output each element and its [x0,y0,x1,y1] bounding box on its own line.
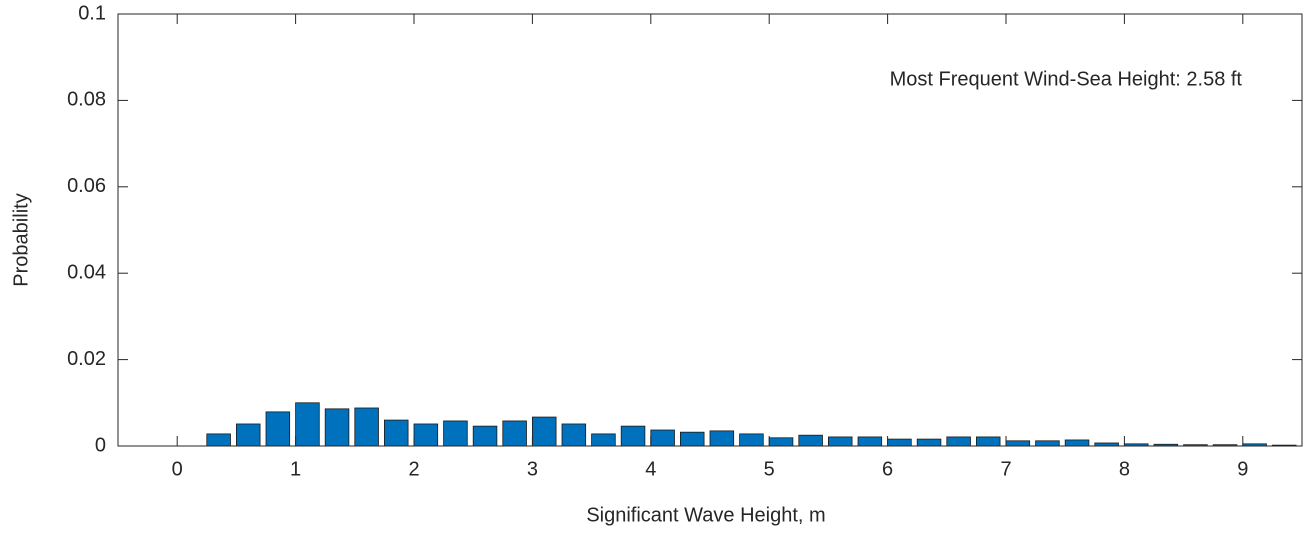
bar [591,433,616,447]
plot-frame [117,13,1303,447]
bar [532,416,557,447]
bar [680,431,705,447]
y-axis-label: Probability [10,193,32,286]
bar [620,425,646,447]
x-tick-label: 9 [1237,458,1248,480]
bar [887,438,912,447]
bar [206,433,231,447]
bar [946,436,971,447]
y-tick-label: 0.02 [67,348,106,370]
bar [354,407,379,447]
x-tick-label: 7 [1000,458,1011,480]
y-tick-label: 0.06 [67,175,106,197]
y-tick-label: 0.1 [78,2,106,24]
annotation: Most Frequent Wind-Sea Height: 2.58 ft [890,68,1243,90]
bar [1005,440,1031,447]
bar [739,433,764,447]
bar [916,438,942,447]
bar [828,436,853,447]
y-tick-label: 0.08 [67,89,106,111]
bar [1064,439,1090,447]
bar [709,430,735,447]
bar [502,420,527,447]
x-tick-label: 1 [290,458,301,480]
y-tick-label: 0.04 [67,261,106,283]
bar [324,408,350,447]
bar [443,420,468,447]
bar [1035,440,1060,447]
bar [265,411,291,447]
x-tick-label: 5 [764,458,775,480]
bar [472,425,498,447]
x-tick-label: 4 [645,458,656,480]
bar [413,423,439,447]
bar [295,402,320,447]
bar [383,419,409,447]
x-axis-label: Significant Wave Height, m [586,504,825,526]
bar [768,437,794,447]
bar [650,429,675,447]
bar [798,434,823,447]
x-tick-label: 8 [1119,458,1130,480]
y-tick-label: 0 [95,434,106,456]
x-tick-label: 2 [408,458,419,480]
bar [561,423,587,447]
x-tick-label: 3 [527,458,538,480]
bar [976,436,1001,447]
x-tick-label: 0 [172,458,183,480]
bar [235,423,261,447]
x-tick-label: 6 [882,458,893,480]
bar [857,436,883,447]
